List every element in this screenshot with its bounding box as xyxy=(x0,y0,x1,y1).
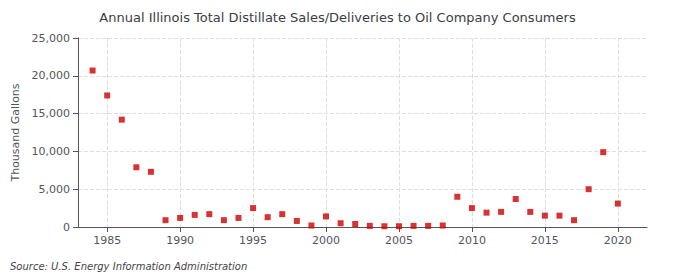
svg-text:1985: 1985 xyxy=(93,234,121,247)
svg-text:25,000: 25,000 xyxy=(32,32,71,45)
svg-text:5,000: 5,000 xyxy=(39,183,71,196)
svg-text:20,000: 20,000 xyxy=(32,69,71,82)
svg-text:Source: U.S. Energy Informatio: Source: U.S. Energy Information Administ… xyxy=(10,261,247,272)
svg-text:2000: 2000 xyxy=(312,234,340,247)
svg-text:1995: 1995 xyxy=(239,234,267,247)
svg-text:Annual Illinois Total Distilla: Annual Illinois Total Distillate Sales/D… xyxy=(99,10,576,25)
svg-text:2015: 2015 xyxy=(531,234,559,247)
svg-text:2010: 2010 xyxy=(458,234,486,247)
svg-text:10,000: 10,000 xyxy=(32,145,71,158)
svg-text:2020: 2020 xyxy=(604,234,632,247)
svg-text:1990: 1990 xyxy=(166,234,194,247)
svg-text:Thousand Gallons: Thousand Gallons xyxy=(9,83,22,182)
svg-text:15,000: 15,000 xyxy=(32,107,71,120)
svg-text:2005: 2005 xyxy=(385,234,413,247)
svg-text:0: 0 xyxy=(63,221,70,234)
